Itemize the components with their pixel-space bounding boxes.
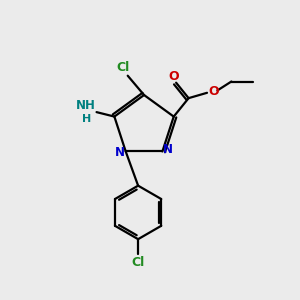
Text: H: H: [82, 114, 91, 124]
Text: N: N: [116, 146, 125, 159]
Text: O: O: [208, 85, 219, 98]
Text: N: N: [163, 143, 173, 157]
Text: Cl: Cl: [117, 61, 130, 74]
Text: O: O: [168, 70, 179, 83]
Text: Cl: Cl: [131, 256, 145, 269]
Text: NH: NH: [76, 99, 96, 112]
